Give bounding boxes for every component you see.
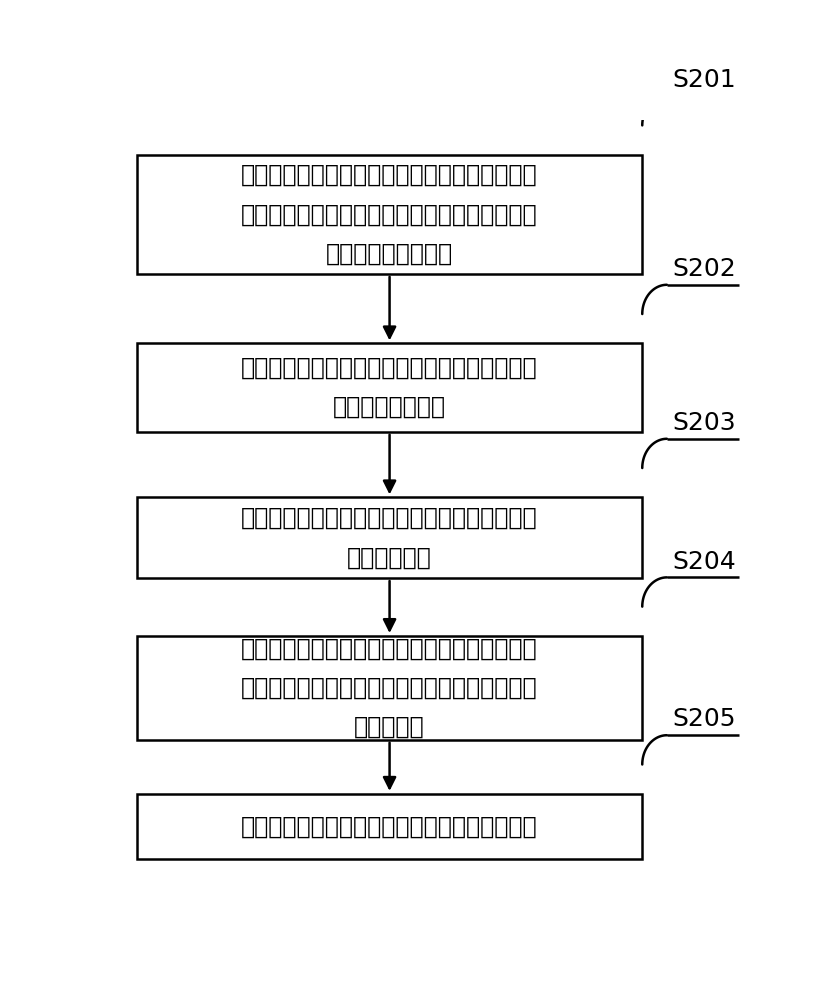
Bar — [137, 343, 642, 432]
Text: 基于地理环境信息、排布信息、实时跟踪角度和
气象数据，通过三维地形模型确定光伏组件的角
度调节策略: 基于地理环境信息、排布信息、实时跟踪角度和 气象数据，通过三维地形模型确定光伏组… — [242, 637, 538, 739]
Bar — [137, 636, 642, 740]
Text: 基于辐照度数据，通过角度跟踪模型获取光伏组
件的实时跟踪角度: 基于辐照度数据，通过角度跟踪模型获取光伏组 件的实时跟踪角度 — [242, 356, 538, 419]
Text: S203: S203 — [673, 411, 737, 435]
Text: 基于角度调节策略，对光伏组件的角度进行调节: 基于角度调节策略，对光伏组件的角度进行调节 — [242, 814, 538, 838]
Bar — [137, 155, 642, 274]
Text: S205: S205 — [673, 707, 737, 731]
Text: 根据光伏组件的位置信息，获取光伏组件所在区
域的气象数据，气象数据至少包括当前时间的辐
照度数据和天气类型: 根据光伏组件的位置信息，获取光伏组件所在区 域的气象数据，气象数据至少包括当前时… — [242, 163, 538, 266]
Text: S201: S201 — [673, 68, 737, 92]
Text: S202: S202 — [672, 257, 737, 281]
Text: 获取光伏组件所在位置的地理环境信息和光伏组
件的排布信息: 获取光伏组件所在位置的地理环境信息和光伏组 件的排布信息 — [242, 506, 538, 569]
Bar — [137, 794, 642, 859]
Bar — [137, 497, 642, 578]
Text: S204: S204 — [672, 550, 737, 574]
